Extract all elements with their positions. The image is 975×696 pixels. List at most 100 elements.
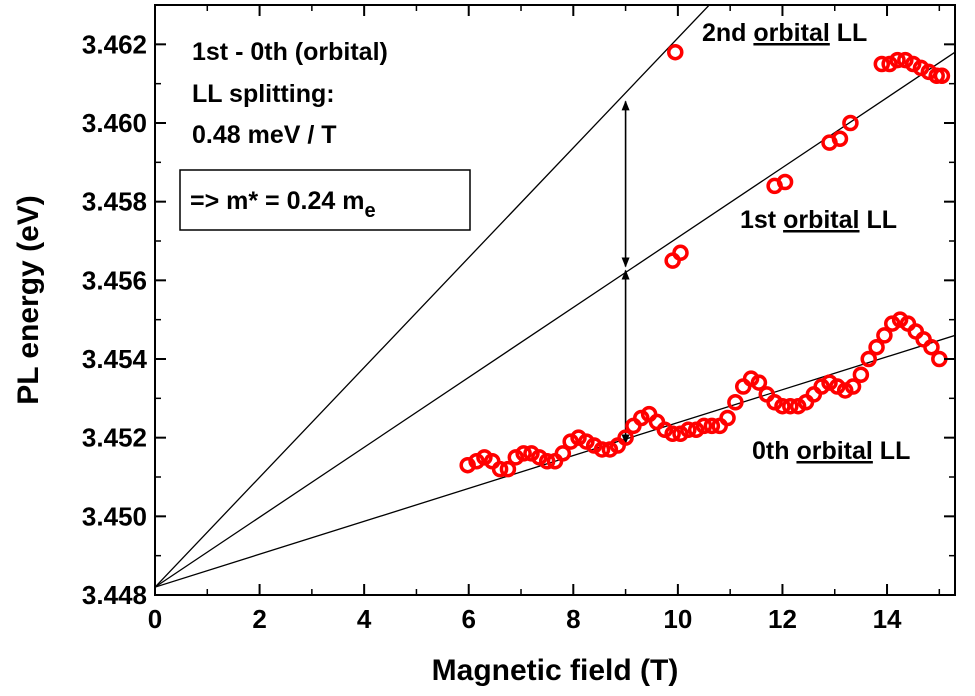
data-point-s0-5 (499, 460, 517, 478)
label-1st-orbital-ll: 1st orbital LL (740, 206, 897, 234)
data-point-s0-17 (593, 441, 611, 458)
data-point-s0-0 (459, 456, 476, 474)
data-point-s0-24 (648, 413, 666, 431)
data-point-s0-33 (719, 409, 736, 427)
data-point-s0-20 (617, 429, 634, 446)
y-tick-label-7: 3.462 (82, 29, 147, 59)
x-tick-label-4: 8 (566, 604, 580, 634)
data-point-s0-16 (585, 437, 603, 454)
data-point-s0-36 (742, 370, 760, 387)
data-point-s0-13 (562, 433, 579, 450)
x-tick-label-7: 14 (873, 604, 902, 634)
y-tick-label-4: 3.456 (82, 265, 147, 295)
data-point-s2-3 (889, 51, 906, 69)
data-point-s0-31 (703, 417, 721, 435)
data-point-s0-58 (915, 331, 932, 348)
annotation-splitting-value: 0.48 meV / T (192, 121, 337, 149)
data-point-s0-35 (734, 378, 752, 395)
y-tick-label-3: 3.454 (82, 344, 148, 374)
data-point-s2-2 (881, 55, 898, 73)
data-point-s0-55 (891, 311, 909, 328)
data-point-s0-60 (931, 350, 948, 368)
y-axis-title: PL energy (eV) (12, 195, 45, 405)
fit-line-2 (155, 5, 710, 588)
y-tick-label-0: 3.448 (82, 580, 147, 610)
data-point-s0-26 (664, 425, 681, 442)
x-tick-label-2: 4 (357, 604, 372, 634)
y-tick-label-6: 3.460 (82, 108, 147, 138)
data-point-s0-29 (687, 421, 705, 439)
data-point-s0-37 (750, 374, 768, 391)
data-point-s0-18 (601, 441, 619, 458)
data-point-s0-28 (680, 421, 697, 439)
data-point-s0-2 (476, 449, 493, 466)
data-points (459, 43, 951, 478)
label-2nd-orbital: orbital (753, 19, 829, 47)
y-axis-ticks: 3.448 3.450 3.452 3.454 3.456 3.458 3.460 3.462 (82, 4, 955, 610)
label-0th-prefix: 0th (752, 437, 796, 465)
data-point-s2-6 (912, 59, 930, 77)
mass-box (179, 169, 471, 231)
data-point-s0-46 (821, 374, 838, 391)
data-point-s0-14 (570, 429, 587, 446)
label-2nd-suffix: LL (830, 19, 868, 47)
data-point-s0-44 (805, 386, 823, 403)
data-point-s0-40 (774, 397, 791, 415)
data-point-s0-10 (538, 453, 556, 470)
mass-subscript: e (364, 200, 375, 222)
data-point-s0-47 (829, 378, 846, 395)
data-point-s0-9 (531, 449, 548, 466)
data-point-s0-1 (468, 453, 485, 470)
x-tick-label-0: 0 (148, 604, 162, 634)
y-tick-label-5: 3.458 (82, 187, 147, 217)
x-tick-label-5: 10 (663, 604, 692, 634)
data-point-s2-9 (933, 67, 951, 85)
label-2nd-orbital-ll: 2nd orbital LL (702, 19, 867, 47)
data-point-s0-41 (782, 397, 799, 415)
x-tick-label-1: 2 (252, 604, 266, 634)
y-tick-label-1: 3.450 (82, 501, 147, 531)
data-point-s0-39 (766, 394, 783, 411)
data-point-s0-50 (852, 366, 870, 383)
data-point-s0-42 (789, 397, 807, 415)
label-1st-prefix: 1st (740, 206, 783, 234)
x-axis-title: Magnetic field (T) (432, 654, 679, 687)
data-point-s0-27 (672, 425, 689, 442)
data-point-s0-30 (695, 417, 713, 435)
data-point-s0-52 (868, 338, 885, 356)
data-point-s1-0 (664, 252, 681, 269)
data-point-s0-59 (923, 338, 940, 356)
label-0th-suffix: LL (873, 437, 911, 465)
x-tick-label-3: 6 (461, 604, 475, 634)
data-point-s2-5 (904, 55, 922, 73)
data-point-s0-57 (907, 323, 925, 340)
data-point-s1-3 (776, 173, 794, 191)
label-1st-suffix: LL (860, 206, 898, 234)
data-point-s0-12 (554, 445, 572, 462)
data-point-s0-22 (633, 409, 650, 427)
x-tick-label-6: 12 (768, 604, 797, 634)
data-point-s0-54 (884, 315, 901, 332)
data-point-s0-45 (813, 378, 830, 395)
data-point-s1-5 (831, 130, 849, 147)
data-point-s2-1 (873, 55, 891, 73)
data-point-s1-1 (672, 244, 689, 262)
label-1st-orbital: orbital (783, 206, 859, 234)
plot-frame (154, 4, 956, 596)
data-point-s0-51 (860, 350, 877, 368)
data-point-s0-7 (515, 445, 532, 462)
data-point-s2-8 (928, 67, 945, 85)
x-axis-ticks: 0 2 4 6 8 10 12 14 (148, 5, 941, 634)
label-0th-orbital-ll: 0th orbital LL (752, 437, 910, 465)
mass-annotation: => m* = 0.24 me (190, 187, 376, 222)
data-point-s0-48 (836, 382, 854, 399)
data-point-s0-34 (727, 394, 744, 411)
data-point-s2-0 (667, 43, 684, 61)
data-point-s0-21 (625, 417, 642, 435)
y-tick-label-2: 3.452 (82, 423, 147, 453)
data-point-s0-49 (844, 378, 862, 395)
data-point-s2-4 (897, 51, 914, 69)
mass-text: => m* = 0.24 m (190, 187, 364, 215)
data-point-s0-8 (523, 445, 540, 462)
